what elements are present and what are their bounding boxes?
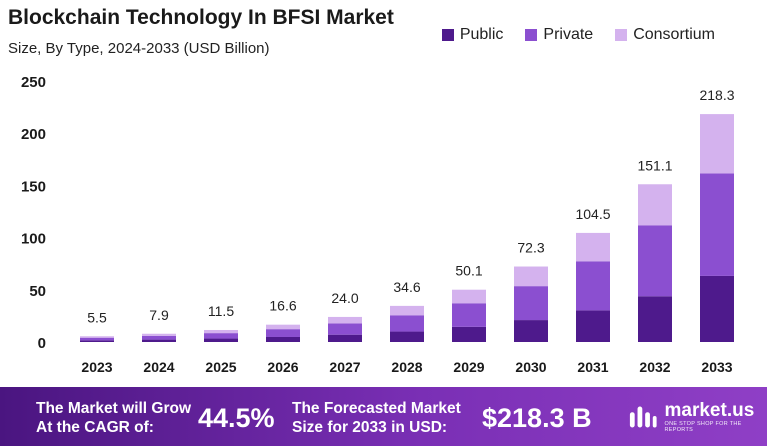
legend-swatch-private [525, 29, 538, 41]
bar-segment-public [204, 338, 238, 342]
brand-logo: market.us ONE STOP SHOP FOR THE REPORTS [628, 401, 767, 433]
bar-segment-consortium [328, 316, 362, 324]
bar-segment-private [142, 335, 176, 340]
legend-item-private: Private [525, 26, 593, 44]
legend-swatch-public [441, 29, 454, 41]
cagr-caption-line2: At the CAGR of: [36, 419, 154, 436]
bar-total-label: 34.6 [393, 279, 420, 295]
legend-label-private: Private [543, 26, 594, 43]
bar-total-label: 24.0 [331, 290, 358, 306]
cagr-caption-line1: The Market will Grow [36, 400, 192, 417]
y-tick-label: 150 [21, 178, 46, 195]
forecast-caption: The Forecasted Market Size for 2033 in U… [292, 399, 461, 437]
legend-label-public: Public [459, 26, 504, 43]
bar-segment-private [514, 286, 548, 321]
bar-total-label: 50.1 [455, 263, 482, 279]
x-tick-label: 2030 [515, 359, 546, 375]
bar-total-label: 72.3 [517, 240, 544, 256]
bar-segment-public [80, 340, 114, 342]
y-tick-label: 0 [38, 335, 46, 352]
x-tick-label: 2033 [701, 359, 732, 375]
bar-segment-private [700, 173, 734, 276]
bar-total-label: 104.5 [575, 206, 610, 222]
cagr-value: 44.5% [198, 403, 275, 433]
bar-segment-private [452, 303, 486, 327]
bar-segment-consortium [514, 266, 548, 287]
bar-segment-private [638, 225, 672, 297]
y-tick-label: 50 [29, 283, 46, 300]
bar-total-label: 218.3 [699, 87, 734, 103]
bar-segment-consortium [80, 336, 114, 338]
bar-segment-public [266, 336, 300, 342]
bar-segment-public [638, 296, 672, 342]
bar-total-label: 16.6 [269, 298, 296, 314]
bar-segment-consortium [452, 289, 486, 304]
legend-item-consortium: Consortium [615, 26, 715, 44]
bar-segment-consortium [700, 114, 734, 174]
bar-total-label: 11.5 [208, 303, 234, 319]
forecast-value: $218.3 B [482, 403, 592, 433]
bar-segment-public [514, 320, 548, 342]
bar-segment-public [390, 331, 424, 342]
legend-swatch-consortium [615, 29, 628, 41]
x-tick-label: 2027 [329, 359, 360, 375]
chart-title: Blockchain Technology In BFSI Market [8, 6, 394, 29]
x-tick-label: 2032 [639, 359, 670, 375]
stacked-bar-chart: 0 50 100 150 200 250 5.5 2023 7.9 2024 11.5 2025 16.… [21, 74, 735, 375]
chart-subtitle: Size, By Type, 2024-2033 (USD Billion) [8, 40, 270, 57]
bar-segment-private [390, 315, 424, 332]
x-tick-label: 2028 [391, 359, 422, 375]
bar-segment-private [204, 333, 238, 339]
x-tick-label: 2029 [453, 359, 484, 375]
bar-segment-consortium [266, 324, 300, 330]
x-tick-label: 2025 [205, 359, 236, 375]
forecast-caption-line2: Size for 2033 in USD: [292, 419, 448, 436]
bar-segment-public [328, 334, 362, 342]
x-tick-label: 2024 [143, 359, 174, 375]
bar-total-label: 151.1 [637, 157, 672, 173]
cagr-caption: The Market will Grow At the CAGR of: [36, 399, 191, 437]
y-tick-label: 100 [21, 231, 46, 248]
bar-segment-public [452, 326, 486, 342]
y-tick-label: 250 [21, 74, 46, 91]
bar-segment-consortium [390, 305, 424, 316]
brand-tagline: ONE STOP SHOP FOR THE REPORTS [664, 421, 742, 433]
bar-segment-public [700, 275, 734, 342]
bar-segment-public [142, 339, 176, 342]
bar-segment-public [576, 310, 610, 342]
bar-segment-consortium [638, 184, 672, 226]
bar-segment-consortium [576, 232, 610, 262]
market-us-logo-icon [629, 406, 657, 428]
bar-segment-consortium [204, 329, 238, 334]
legend: Public Private Consortium [441, 26, 715, 44]
bar-segment-private [576, 261, 610, 311]
forecast-caption-line1: The Forecasted Market [292, 400, 461, 417]
legend-label-consortium: Consortium [633, 26, 715, 43]
legend-item-public: Public [441, 26, 504, 44]
bar-total-label: 7.9 [149, 307, 169, 323]
x-tick-label: 2026 [267, 359, 298, 375]
bar-segment-private [80, 337, 114, 341]
bar-segment-consortium [142, 333, 176, 336]
bar-total-label: 5.5 [87, 309, 107, 325]
footer-banner: The Market will Grow At the CAGR of: 44.… [0, 387, 767, 446]
bar-segment-private [266, 329, 300, 337]
y-tick-label: 200 [21, 126, 46, 143]
x-tick-label: 2023 [81, 359, 112, 375]
bar-segment-private [328, 323, 362, 335]
brand-name: market.us [664, 400, 755, 421]
x-tick-label: 2031 [577, 359, 608, 375]
